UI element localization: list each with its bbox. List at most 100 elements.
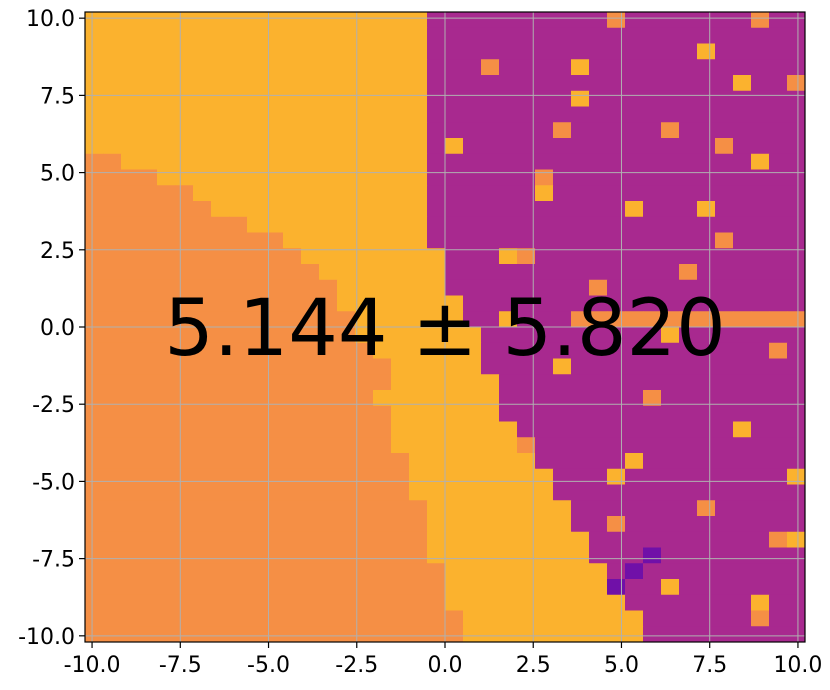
heatmap-cell <box>229 405 248 422</box>
heatmap-cell <box>463 563 482 580</box>
heatmap-cell <box>517 43 536 60</box>
heatmap-cell <box>517 279 536 296</box>
heatmap-cell <box>337 59 356 76</box>
heatmap-cell <box>265 421 284 438</box>
heatmap-cell <box>535 547 554 564</box>
heatmap-cell <box>337 563 356 580</box>
heatmap-cell <box>229 169 248 186</box>
heatmap-cell <box>445 248 464 265</box>
heatmap-cell <box>211 500 230 517</box>
heatmap-cell <box>553 138 572 155</box>
heatmap-cell <box>265 106 284 123</box>
heatmap-cell <box>589 405 608 422</box>
heatmap-cell <box>247 279 266 296</box>
heatmap-cell <box>751 484 770 501</box>
heatmap-cell <box>139 216 158 233</box>
y-tick-label: 10.0 <box>26 7 75 32</box>
heatmap-cell <box>157 484 176 501</box>
heatmap-cell <box>661 563 680 580</box>
heatmap-cell <box>607 122 626 139</box>
heatmap-cell <box>85 122 104 139</box>
heatmap-cell <box>643 579 662 596</box>
heatmap-cell <box>481 216 500 233</box>
heatmap-cell <box>715 327 734 344</box>
heatmap-cell <box>643 153 662 170</box>
heatmap-cell <box>391 484 410 501</box>
heatmap-cell <box>319 437 338 454</box>
heatmap-cell <box>157 153 176 170</box>
heatmap-cell <box>481 626 500 643</box>
heatmap-cell <box>355 484 374 501</box>
heatmap-cell <box>625 75 644 92</box>
heatmap-cell <box>481 153 500 170</box>
heatmap-cell <box>571 484 590 501</box>
heatmap-cell <box>517 75 536 92</box>
heatmap-cell <box>445 437 464 454</box>
heatmap-cell <box>337 279 356 296</box>
heatmap-cell <box>391 516 410 533</box>
heatmap-cell <box>697 468 716 485</box>
heatmap-cell <box>679 374 698 391</box>
heatmap-cell <box>409 594 428 611</box>
heatmap-cell <box>265 484 284 501</box>
heatmap-cell <box>643 75 662 92</box>
heatmap-cell <box>301 169 320 186</box>
heatmap-cell <box>211 216 230 233</box>
heatmap-cell <box>211 169 230 186</box>
heatmap-cell <box>499 12 518 29</box>
heatmap-cell <box>85 264 104 281</box>
heatmap-cell <box>301 264 320 281</box>
heatmap-cell <box>103 12 122 29</box>
heatmap-cell <box>193 626 212 643</box>
heatmap-cell <box>391 153 410 170</box>
heatmap-cell <box>427 579 446 596</box>
heatmap-cell <box>697 563 716 580</box>
heatmap-cell <box>355 500 374 517</box>
heatmap-cell <box>283 500 302 517</box>
heatmap-cell <box>499 43 518 60</box>
heatmap-cell <box>715 405 734 422</box>
heatmap-cell <box>787 122 806 139</box>
heatmap-cell <box>571 153 590 170</box>
heatmap-cell <box>697 311 716 328</box>
heatmap-cell <box>769 295 788 312</box>
heatmap-cell <box>373 232 392 249</box>
heatmap-cell <box>391 43 410 60</box>
heatmap-cell <box>679 12 698 29</box>
heatmap-cell <box>391 279 410 296</box>
heatmap-cell <box>229 311 248 328</box>
heatmap-cell <box>193 138 212 155</box>
heatmap-cell <box>499 122 518 139</box>
heatmap-cell <box>139 59 158 76</box>
heatmap-cell <box>787 547 806 564</box>
heatmap-cell <box>283 122 302 139</box>
heatmap-cell <box>301 248 320 265</box>
heatmap-cell <box>337 122 356 139</box>
heatmap-cell <box>445 138 464 155</box>
heatmap-cell <box>103 279 122 296</box>
heatmap-cell <box>337 90 356 107</box>
heatmap-cell <box>445 468 464 485</box>
heatmap-cell <box>625 531 644 548</box>
heatmap-cell <box>103 484 122 501</box>
heatmap-cell <box>751 185 770 202</box>
heatmap-cell <box>157 248 176 265</box>
heatmap-cell <box>751 547 770 564</box>
heatmap-cell <box>337 374 356 391</box>
heatmap-cell <box>661 279 680 296</box>
heatmap-cell <box>643 516 662 533</box>
heatmap-cell <box>463 358 482 375</box>
heatmap-cell <box>265 264 284 281</box>
heatmap-cell <box>445 90 464 107</box>
heatmap-cell <box>499 264 518 281</box>
heatmap-cell <box>229 201 248 218</box>
heatmap-cell <box>769 153 788 170</box>
heatmap-cell <box>679 153 698 170</box>
heatmap-cell <box>535 374 554 391</box>
heatmap-cell <box>769 421 788 438</box>
heatmap-cell <box>319 484 338 501</box>
heatmap-cell <box>373 405 392 422</box>
heatmap-cell <box>319 327 338 344</box>
heatmap-cell <box>607 185 626 202</box>
heatmap-cell <box>85 232 104 249</box>
